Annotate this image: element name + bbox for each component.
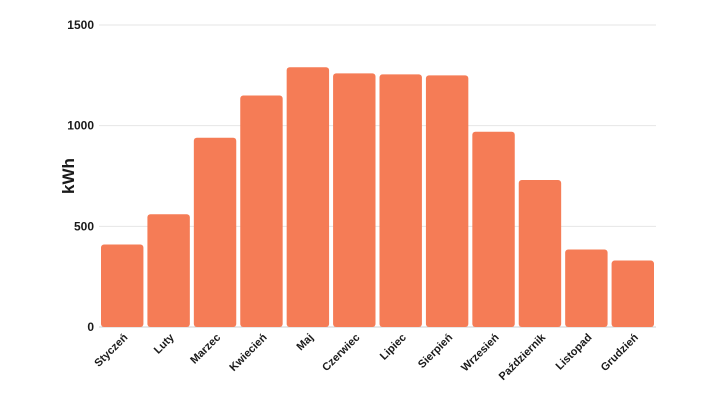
y-tick-label: 1000 — [67, 119, 94, 133]
x-tick-label: Lipiec — [378, 332, 409, 363]
bar — [101, 244, 144, 327]
x-tick-label: Czerwiec — [320, 332, 362, 374]
x-tick-label: Styczeń — [92, 331, 130, 369]
x-tick-label: Kwiecień — [227, 331, 269, 373]
x-tick-label: Wrzesień — [459, 331, 502, 374]
bar — [518, 180, 562, 327]
y-tick-label: 0 — [87, 320, 94, 334]
x-tick-label: Sierpień — [416, 331, 455, 370]
bar — [425, 75, 469, 327]
bar — [379, 74, 422, 328]
x-tick-label: Październik — [497, 331, 549, 383]
bar — [472, 131, 515, 327]
bar — [240, 95, 283, 327]
bar — [147, 214, 190, 327]
y-tick-label: 500 — [74, 219, 94, 233]
y-axis-ticks: 0 500 1000 1500 — [67, 18, 94, 334]
y-tick-label: 1500 — [67, 18, 94, 32]
x-tick-label: Marzec — [188, 332, 223, 367]
bar — [565, 249, 608, 327]
y-axis-label: kWh — [59, 158, 78, 194]
bar — [611, 260, 654, 327]
bar — [333, 73, 376, 327]
bar — [193, 137, 237, 327]
grid-lines — [99, 24, 656, 328]
x-tick-label: Listopad — [554, 332, 595, 373]
x-axis-ticks: Styczeń Luty Marzec Kwiecień Maj Czerwiec Lipi… — [92, 331, 641, 383]
bar — [286, 67, 330, 327]
bars — [101, 67, 654, 328]
x-tick-label: Maj — [295, 332, 316, 353]
x-tick-label: Grudzień — [599, 331, 641, 373]
x-tick-label: Luty — [152, 331, 178, 357]
